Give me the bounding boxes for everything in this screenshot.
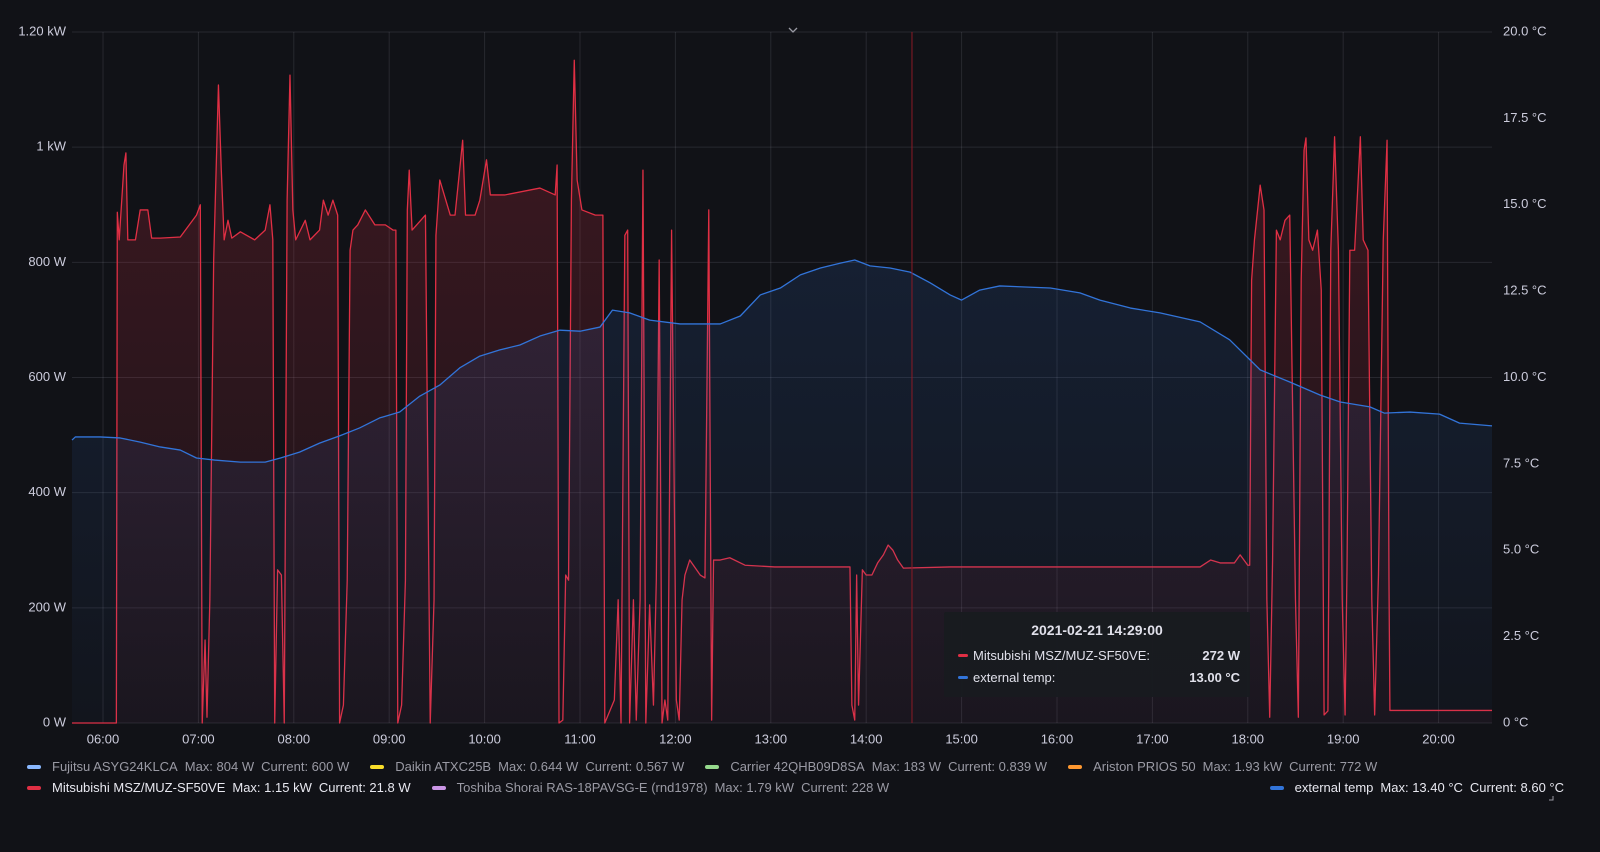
y2-tick-label: 12.5 °C <box>1503 283 1547 298</box>
tooltip-swatch <box>958 654 968 657</box>
legend-current: Current: 8.60 °C <box>1469 780 1564 795</box>
legend-name: external temp <box>1294 780 1374 795</box>
x-tick-label: 10:00 <box>468 731 501 746</box>
legend-item[interactable]: Mitsubishi MSZ/MUZ-SF50VE Max: 1.15 kW Cur… <box>27 780 418 795</box>
legend-swatch <box>431 785 446 790</box>
x-tick-label: 07:00 <box>182 731 215 746</box>
legend-current: Current: 0.839 W <box>948 759 1048 774</box>
resize-handle[interactable] <box>1549 796 1554 801</box>
collapse-chevron[interactable] <box>788 27 798 33</box>
legend-swatch <box>1068 764 1083 769</box>
legend-max: Max: 804 W <box>184 759 255 774</box>
x-tick-label: 20:00 <box>1422 731 1455 746</box>
x-tick-label: 19:00 <box>1327 731 1360 746</box>
legend-name: Daikin ATXC25B <box>395 759 492 774</box>
x-tick-label: 09:00 <box>373 731 406 746</box>
legend-swatch <box>1269 785 1284 790</box>
legend-current: Current: 772 W <box>1289 759 1378 774</box>
x-tick-label: 13:00 <box>755 731 788 746</box>
y-tick-label: 600 W <box>28 369 66 384</box>
x-tick-label: 17:00 <box>1136 731 1169 746</box>
labels: 0 W 200 W 400 W 600 W 800 W 1 kW 1.20 kW 0 °C 2.… <box>18 23 1546 746</box>
legend-name: Fujitsu ASYG24KLCA <box>52 759 178 774</box>
y2-tick-label: 7.5 °C <box>1503 455 1539 470</box>
legend-item[interactable]: external temp Max: 13.40 °C Current: 8.60 … <box>1269 780 1564 795</box>
legend-max: Max: 0.644 W <box>498 759 579 774</box>
y2-tick-label: 15.0 °C <box>1503 196 1547 211</box>
legend-current: Current: 228 W <box>801 780 890 795</box>
legend-max: Max: 13.40 °C <box>1380 780 1463 795</box>
legend-item[interactable]: Carrier 42QHB09D8SA Max: 183 W Current: 0.… <box>705 759 1054 774</box>
tooltip-swatch <box>958 676 968 679</box>
legend-swatch <box>27 764 41 769</box>
y2-tick-label: 17.5 °C <box>1503 110 1547 125</box>
tooltip: 2021-02-21 14:29:00 Mitsubishi MSZ/MUZ-S… <box>944 612 1250 697</box>
y-tick-label: 200 W <box>28 599 66 614</box>
legend-max: Max: 183 W <box>871 759 942 774</box>
x-tick-label: 08:00 <box>278 731 311 746</box>
y-tick-label: 1.20 kW <box>18 23 66 38</box>
legend-name: Mitsubishi MSZ/MUZ-SF50VE <box>52 780 226 795</box>
legend: external temp Max: 13.40 °C Current: 8.60 … <box>1269 780 1564 795</box>
series-area <box>72 260 1492 723</box>
legend-name: Toshiba Shorai RAS-18PAVSG-E (rnd1978) <box>456 780 708 795</box>
tooltip-row: Mitsubishi MSZ/MUZ-SF50VE: 272 W <box>958 648 1240 663</box>
x-tick-label: 18:00 <box>1232 731 1265 746</box>
legend-max: Max: 1.93 kW <box>1202 759 1283 774</box>
legend-item[interactable]: Ariston PRIOS 50 Max: 1.93 kW Current: 772… <box>1068 759 1384 774</box>
legend: Fujitsu ASYG24KLCA Max: 804 W Current: 600… <box>27 759 1398 774</box>
y2-tick-label: 2.5 °C <box>1503 628 1539 643</box>
y-tick-label: 1 kW <box>36 139 66 154</box>
series-line <box>71 259 1493 463</box>
x-tick-label: 16:00 <box>1041 731 1074 746</box>
tooltip-name: Mitsubishi MSZ/MUZ-SF50VE: <box>973 648 1150 663</box>
tooltip-value: 13.00 °C <box>1189 670 1240 685</box>
y-tick-label: 400 W <box>28 484 66 499</box>
legend: Mitsubishi MSZ/MUZ-SF50VE Max: 1.15 kW Cur… <box>27 780 910 795</box>
y2-tick-label: 5.0 °C <box>1503 542 1539 557</box>
legend-name: Carrier 42QHB09D8SA <box>730 759 865 774</box>
legend-item[interactable]: Toshiba Shorai RAS-18PAVSG-E (rnd1978) Ma… <box>431 780 897 795</box>
tooltip-name: external temp: <box>973 670 1056 685</box>
y-tick-label: 0 W <box>43 714 67 729</box>
tooltip-value: 272 W <box>1202 648 1240 663</box>
legend-swatch <box>27 785 41 790</box>
tooltip-row: external temp: 13.00 °C <box>958 670 1240 685</box>
legend-swatch <box>705 764 720 769</box>
x-tick-label: 11:00 <box>564 731 596 746</box>
legend-name: Ariston PRIOS 50 <box>1093 759 1196 774</box>
y2-tick-label: 0 °C <box>1503 714 1528 729</box>
series <box>71 32 1493 724</box>
y-tick-label: 800 W <box>28 254 66 269</box>
x-tick-label: 15:00 <box>945 731 978 746</box>
legend-item[interactable]: Fujitsu ASYG24KLCA Max: 804 W Current: 600… <box>27 759 356 774</box>
legend-current: Current: 21.8 W <box>318 780 411 795</box>
legend-max: Max: 1.79 kW <box>714 780 795 795</box>
legend-swatch <box>370 764 385 769</box>
y2-tick-label: 10.0 °C <box>1503 369 1547 384</box>
legend-item[interactable]: Daikin ATXC25B Max: 0.644 W Current: 0.567… <box>370 759 691 774</box>
x-tick-label: 06:00 <box>87 731 120 746</box>
legend-current: Current: 600 W <box>261 759 350 774</box>
legend-max: Max: 1.15 kW <box>232 780 312 795</box>
x-tick-label: 12:00 <box>659 731 692 746</box>
x-tick-label: 14:00 <box>850 731 883 746</box>
y2-tick-label: 20.0 °C <box>1503 23 1547 38</box>
tooltip-title: 2021-02-21 14:29:00 <box>1031 622 1163 638</box>
legend-current: Current: 0.567 W <box>585 759 685 774</box>
